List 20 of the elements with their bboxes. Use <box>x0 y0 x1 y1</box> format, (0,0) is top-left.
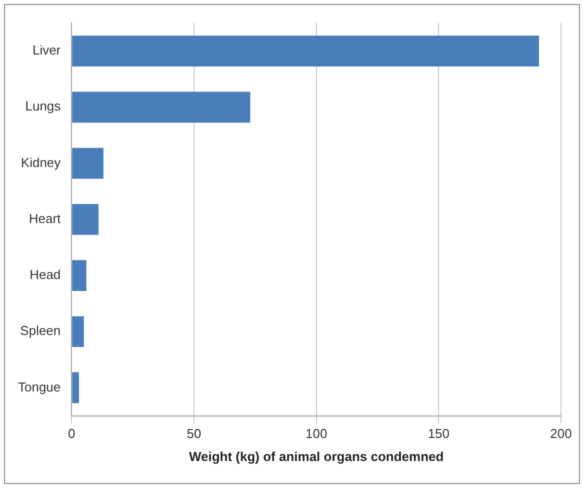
bar <box>72 372 79 404</box>
y-tick-label: Spleen <box>20 323 61 338</box>
x-axis-title: Weight (kg) of animal organs condemned <box>188 448 444 464</box>
bar <box>72 204 99 235</box>
x-tick-label: 150 <box>428 426 450 442</box>
bar <box>72 36 539 66</box>
bar <box>72 260 86 291</box>
y-tick-label: Heart <box>28 210 62 226</box>
x-tick-label: 200 <box>550 426 572 442</box>
bar <box>72 92 250 123</box>
bar <box>72 148 104 179</box>
y-tick-label: Tongue <box>18 379 61 394</box>
bar <box>72 316 84 348</box>
x-tick-label: 100 <box>305 426 328 442</box>
y-tick-label: Head <box>30 267 61 282</box>
y-tick-label: Kidney <box>20 154 62 170</box>
y-tick-label: Lungs <box>25 98 62 114</box>
x-tick-label: 50 <box>186 426 202 442</box>
x-tick-label: 0 <box>68 426 76 442</box>
y-tick-label: Liver <box>32 42 62 58</box>
